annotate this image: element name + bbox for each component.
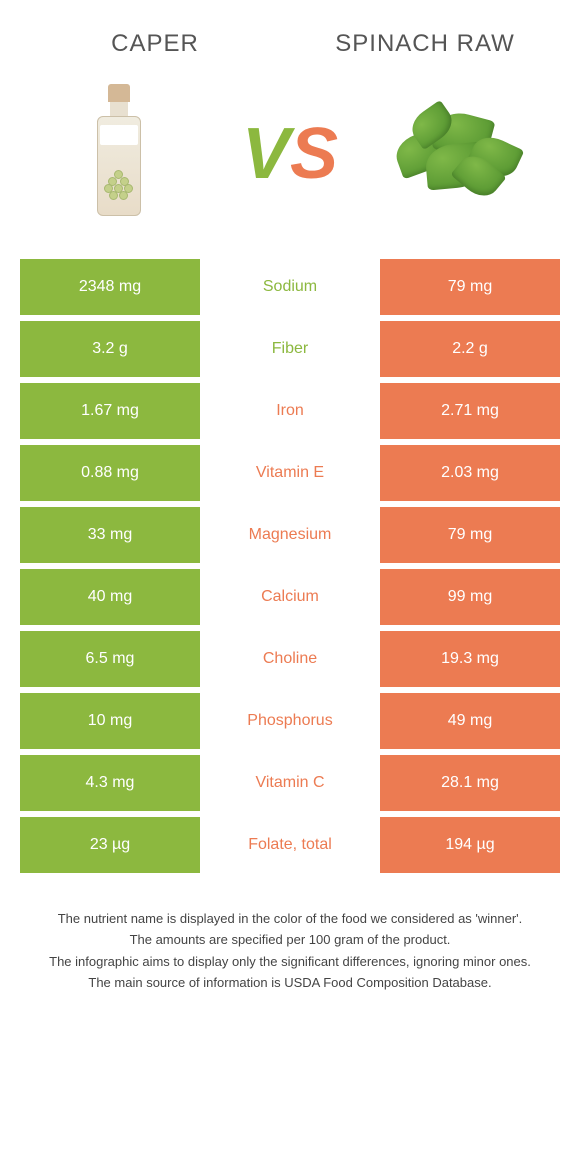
left-value: 33 mg (20, 507, 200, 563)
table-row: 3.2 gFiber2.2 g (20, 321, 560, 377)
vs-v: V (242, 114, 290, 194)
right-value: 194 µg (380, 817, 560, 873)
footer-notes: The nutrient name is displayed in the co… (0, 879, 580, 1015)
spinach-image (386, 79, 536, 229)
table-row: 23 µgFolate, total194 µg (20, 817, 560, 873)
caper-bottle-icon (94, 84, 144, 224)
title-right: Spinach raw (325, 30, 525, 59)
nutrient-label: Folate, total (200, 817, 380, 873)
table-row: 2348 mgSodium79 mg (20, 259, 560, 315)
table-row: 10 mgPhosphorus49 mg (20, 693, 560, 749)
right-value: 79 mg (380, 507, 560, 563)
table-row: 4.3 mgVitamin C28.1 mg (20, 755, 560, 811)
right-value: 49 mg (380, 693, 560, 749)
nutrient-label: Magnesium (200, 507, 380, 563)
right-value: 19.3 mg (380, 631, 560, 687)
footer-line-2: The amounts are specified per 100 gram o… (30, 930, 550, 950)
table-row: 6.5 mgCholine19.3 mg (20, 631, 560, 687)
left-value: 40 mg (20, 569, 200, 625)
left-value: 1.67 mg (20, 383, 200, 439)
nutrient-label: Fiber (200, 321, 380, 377)
left-value: 2348 mg (20, 259, 200, 315)
nutrient-label: Iron (200, 383, 380, 439)
nutrient-label: Sodium (200, 259, 380, 315)
left-value: 10 mg (20, 693, 200, 749)
spinach-leaves-icon (386, 104, 536, 204)
caper-image (44, 79, 194, 229)
left-value: 3.2 g (20, 321, 200, 377)
nutrient-label: Vitamin C (200, 755, 380, 811)
title-left: Caper (55, 30, 255, 58)
footer-line-3: The infographic aims to display only the… (30, 952, 550, 972)
hero-row: VS (0, 69, 580, 259)
header: Caper Spinach raw (0, 0, 580, 69)
nutrient-label: Choline (200, 631, 380, 687)
table-row: 40 mgCalcium99 mg (20, 569, 560, 625)
right-value: 2.03 mg (380, 445, 560, 501)
right-value: 79 mg (380, 259, 560, 315)
table-row: 0.88 mgVitamin E2.03 mg (20, 445, 560, 501)
right-value: 2.2 g (380, 321, 560, 377)
nutrient-label: Calcium (200, 569, 380, 625)
right-value: 28.1 mg (380, 755, 560, 811)
nutrient-table: 2348 mgSodium79 mg3.2 gFiber2.2 g1.67 mg… (20, 259, 560, 873)
table-row: 33 mgMagnesium79 mg (20, 507, 560, 563)
footer-line-1: The nutrient name is displayed in the co… (30, 909, 550, 929)
footer-line-4: The main source of information is USDA F… (30, 973, 550, 993)
vs-label: VS (242, 113, 338, 195)
table-row: 1.67 mgIron2.71 mg (20, 383, 560, 439)
nutrient-label: Vitamin E (200, 445, 380, 501)
right-value: 99 mg (380, 569, 560, 625)
left-value: 23 µg (20, 817, 200, 873)
left-value: 4.3 mg (20, 755, 200, 811)
right-value: 2.71 mg (380, 383, 560, 439)
vs-s: S (290, 114, 338, 194)
left-value: 0.88 mg (20, 445, 200, 501)
nutrient-label: Phosphorus (200, 693, 380, 749)
left-value: 6.5 mg (20, 631, 200, 687)
